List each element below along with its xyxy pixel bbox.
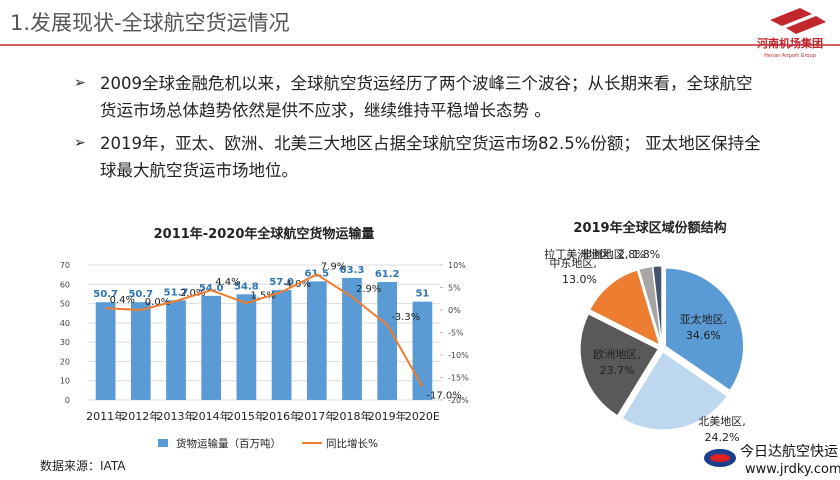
chart-title: 2019年全球区域份额结构 [573, 220, 726, 236]
chart-title: 2011年-2020年全球航空货物运输量 [154, 226, 375, 242]
bar-label: 63.3 [340, 265, 365, 276]
pie-slice [621, 351, 728, 431]
y2-tick-label: -10% [448, 351, 469, 360]
pie-slice [589, 269, 661, 346]
pie-label: 非洲地区, [581, 248, 629, 261]
x-tick-label: 2014年 [192, 409, 231, 423]
y-tick-label: 30 [60, 338, 70, 347]
bar-label: 50.7 [128, 289, 153, 300]
watermark-name: 今日达航空快运 [740, 444, 838, 460]
bar-label: 51.7 [164, 287, 189, 298]
bar [306, 281, 327, 400]
y-tick-label: 70 [60, 261, 70, 270]
bar [342, 277, 362, 400]
line-label: -17.0% [426, 391, 461, 402]
x-tick-label: 2016年 [262, 409, 301, 423]
legend-swatch [158, 439, 168, 447]
y2-tick-label: -15% [448, 374, 469, 383]
line-label: -3.3% [391, 312, 420, 323]
bar [377, 281, 398, 400]
pie-label: 欧洲地区, [593, 348, 641, 361]
x-tick-label: 2020E [405, 410, 440, 423]
pie-label: 拉丁美洲地区, [544, 247, 614, 261]
legend-label: 货物运输量（百万吨） [176, 437, 281, 450]
pie-slice [638, 266, 662, 345]
bullet: 2019年，亚太、欧洲、北美三大地区占据全球航空货运市场82.5%份额； 亚太地… [74, 130, 765, 184]
logo-text: 河南机场集团 [757, 36, 823, 50]
bar-label: 57.0 [269, 277, 294, 288]
pie-value-label: 1.8% [632, 248, 660, 261]
line-label: 1.5% [250, 290, 275, 301]
pie-slice [665, 267, 744, 391]
bar [236, 294, 257, 400]
logo-sub: Henan Airport Group [764, 53, 816, 59]
y-tick-label: 20 [60, 357, 70, 366]
y-tick-label: 10 [60, 377, 70, 386]
line-label: 7.9% [321, 261, 346, 272]
pie-value-label: 24.2% [705, 431, 740, 444]
x-tick-label: 2019年 [368, 409, 407, 423]
line-label: 2.0% [180, 288, 205, 299]
line-label: 2.9% [356, 284, 381, 295]
pie-label: 亚太地区, [680, 313, 728, 326]
x-tick-label: 2015年 [227, 409, 266, 423]
slide-title: 1.发展现状-全球航空货运情况 [10, 11, 290, 35]
line [105, 273, 424, 387]
watermark-icon [710, 454, 730, 462]
bar-label: 51 [415, 289, 429, 300]
y2-tick-label: 0% [448, 306, 461, 315]
x-tick-label: 2012年 [121, 409, 160, 423]
y2-tick-label: -5% [448, 329, 464, 338]
x-tick-label: 2017年 [297, 409, 336, 423]
logo-icon [770, 8, 826, 34]
bar-label: 50.7 [93, 289, 118, 300]
line-label: 0.0% [145, 297, 170, 308]
bar-label: 61.2 [375, 269, 400, 280]
pie-slice [652, 265, 663, 345]
x-tick-label: 2013年 [157, 409, 196, 423]
pie-slice [579, 313, 659, 417]
bar [130, 302, 151, 400]
bar [412, 301, 433, 400]
bar-label: 54.8 [234, 281, 259, 292]
bar [166, 300, 186, 400]
legend-label: 同比增长% [326, 437, 378, 450]
line-label: 4.4% [215, 277, 240, 288]
bar [271, 290, 292, 400]
pie-value-label: 34.6% [686, 329, 721, 342]
pie-value-label: 2.8% [618, 248, 646, 261]
y2-tick-label: -20% [448, 396, 469, 405]
y-tick-label: 0 [65, 396, 70, 405]
x-tick-label: 2018年 [333, 409, 372, 423]
bullet: 2009全球金融危机以来，全球航空货运经历了两个波峰三个波谷；从长期来看，全球航… [74, 70, 765, 124]
bar [95, 302, 116, 400]
bar-label: 54.0 [199, 283, 224, 294]
source: 数据来源：IATA [40, 458, 126, 473]
y-tick-label: 50 [60, 300, 70, 309]
bar [201, 295, 222, 400]
pie-value-label: 13.0% [562, 273, 597, 286]
y-tick-label: 60 [60, 280, 70, 289]
line-label: 0.4% [110, 295, 135, 306]
y2-tick-label: 10% [448, 261, 466, 270]
pie-value-label: 23.7% [600, 364, 635, 377]
pie-label: 中东地区, [549, 257, 597, 270]
watermark-url: www.jrdky.com [745, 462, 840, 477]
y-tick-label: 40 [60, 319, 70, 328]
x-tick-label: 2011年 [86, 409, 125, 423]
pie-label: 北美地区, [698, 415, 746, 428]
y2-tick-label: 5% [448, 284, 461, 293]
